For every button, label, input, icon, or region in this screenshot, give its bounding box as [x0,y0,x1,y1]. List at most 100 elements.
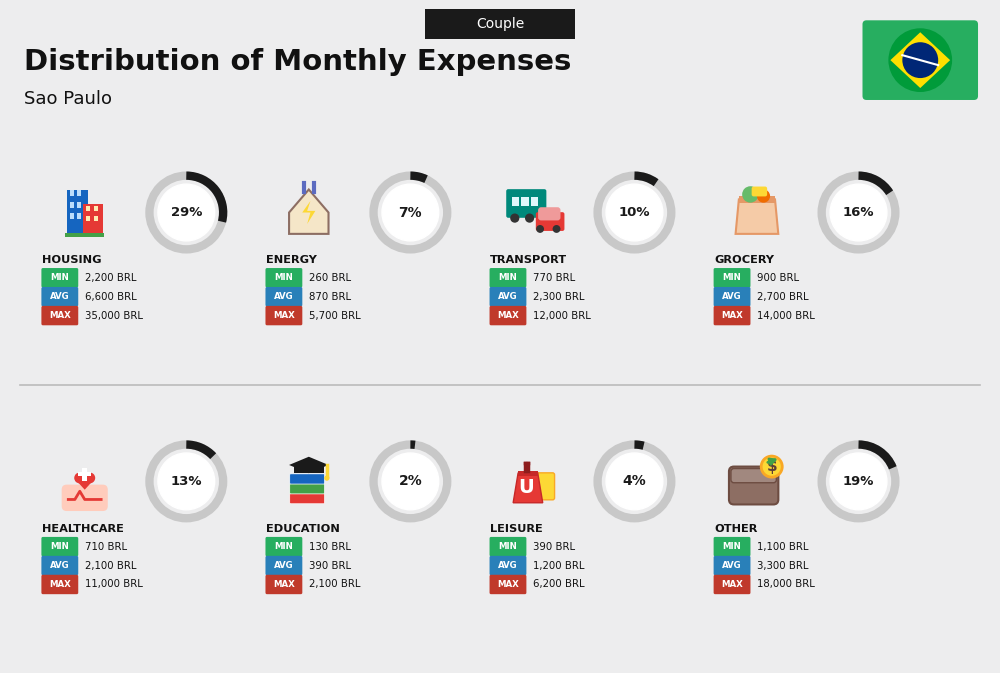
Circle shape [606,184,663,241]
FancyBboxPatch shape [490,556,526,575]
Text: 13%: 13% [171,475,202,488]
Text: 1,100 BRL: 1,100 BRL [757,542,808,552]
Text: MIN: MIN [723,273,741,282]
FancyBboxPatch shape [731,468,776,483]
FancyBboxPatch shape [77,202,81,207]
Circle shape [382,184,439,241]
Text: HEALTHCARE: HEALTHCARE [42,524,124,534]
FancyBboxPatch shape [41,556,78,575]
FancyBboxPatch shape [538,207,560,221]
Polygon shape [289,190,329,234]
Circle shape [757,190,770,203]
Text: 2,100 BRL: 2,100 BRL [309,579,360,590]
Text: 2,300 BRL: 2,300 BRL [533,291,584,302]
FancyBboxPatch shape [862,20,978,100]
Text: MAX: MAX [273,311,295,320]
Text: 770 BRL: 770 BRL [533,273,575,283]
Text: AVG: AVG [498,561,518,570]
FancyBboxPatch shape [70,202,74,207]
Circle shape [74,472,85,483]
FancyBboxPatch shape [294,465,324,473]
FancyBboxPatch shape [77,213,81,219]
Text: MIN: MIN [499,273,517,282]
FancyBboxPatch shape [265,268,302,287]
FancyBboxPatch shape [70,213,74,219]
Text: 19%: 19% [843,475,874,488]
FancyBboxPatch shape [521,197,529,206]
Text: 390 BRL: 390 BRL [533,542,575,552]
Text: MIN: MIN [723,542,741,551]
FancyBboxPatch shape [265,306,302,325]
Text: MIN: MIN [275,542,293,551]
Text: MAX: MAX [721,580,743,589]
FancyBboxPatch shape [512,197,519,206]
FancyBboxPatch shape [78,472,91,476]
Text: MAX: MAX [49,311,71,320]
Circle shape [761,456,782,477]
Text: 2,100 BRL: 2,100 BRL [85,561,136,571]
FancyBboxPatch shape [62,485,108,511]
Circle shape [536,225,544,233]
Text: 4%: 4% [623,474,646,489]
FancyBboxPatch shape [83,205,103,236]
FancyBboxPatch shape [265,575,302,594]
Polygon shape [289,457,329,473]
FancyBboxPatch shape [290,493,325,504]
FancyBboxPatch shape [265,287,302,306]
FancyBboxPatch shape [490,306,526,325]
Circle shape [84,472,95,483]
FancyBboxPatch shape [41,287,78,306]
Text: 14,000 BRL: 14,000 BRL [757,310,815,320]
FancyBboxPatch shape [41,268,78,287]
Text: MAX: MAX [497,580,519,589]
Text: 870 BRL: 870 BRL [309,291,351,302]
Text: 7%: 7% [399,205,422,219]
FancyBboxPatch shape [77,190,81,196]
Text: AVG: AVG [722,292,742,301]
Text: 35,000 BRL: 35,000 BRL [85,310,143,320]
Text: 260 BRL: 260 BRL [309,273,351,283]
Circle shape [510,213,519,223]
Text: 11,000 BRL: 11,000 BRL [85,579,143,590]
Text: $: $ [766,459,777,474]
Text: 10%: 10% [619,206,650,219]
Text: LEISURE: LEISURE [490,524,543,534]
Circle shape [902,42,938,78]
Text: 6,600 BRL: 6,600 BRL [85,291,136,302]
Circle shape [830,184,887,241]
Polygon shape [302,201,315,224]
Text: Sao Paulo: Sao Paulo [24,90,112,108]
Circle shape [382,453,439,509]
FancyBboxPatch shape [714,268,750,287]
Text: AVG: AVG [274,561,294,570]
Text: 390 BRL: 390 BRL [309,561,351,571]
FancyBboxPatch shape [490,575,526,594]
FancyBboxPatch shape [65,234,104,237]
Circle shape [830,453,887,509]
Text: MAX: MAX [497,311,519,320]
Text: MIN: MIN [499,542,517,551]
FancyBboxPatch shape [82,468,87,481]
Text: 2,200 BRL: 2,200 BRL [85,273,136,283]
Circle shape [888,28,952,92]
FancyBboxPatch shape [41,537,78,557]
FancyBboxPatch shape [265,537,302,557]
Circle shape [525,213,534,223]
Text: AVG: AVG [50,292,70,301]
FancyBboxPatch shape [739,196,775,203]
FancyBboxPatch shape [290,484,325,494]
Text: Distribution of Monthly Expenses: Distribution of Monthly Expenses [24,48,571,76]
FancyBboxPatch shape [714,537,750,557]
Text: MIN: MIN [50,542,69,551]
FancyBboxPatch shape [490,537,526,557]
FancyBboxPatch shape [714,556,750,575]
FancyBboxPatch shape [729,466,778,505]
Text: 710 BRL: 710 BRL [85,542,127,552]
Text: AVG: AVG [498,292,518,301]
FancyBboxPatch shape [536,212,564,231]
FancyBboxPatch shape [714,575,750,594]
Polygon shape [75,479,95,490]
FancyBboxPatch shape [67,190,88,236]
FancyBboxPatch shape [94,206,98,211]
FancyBboxPatch shape [70,190,74,196]
